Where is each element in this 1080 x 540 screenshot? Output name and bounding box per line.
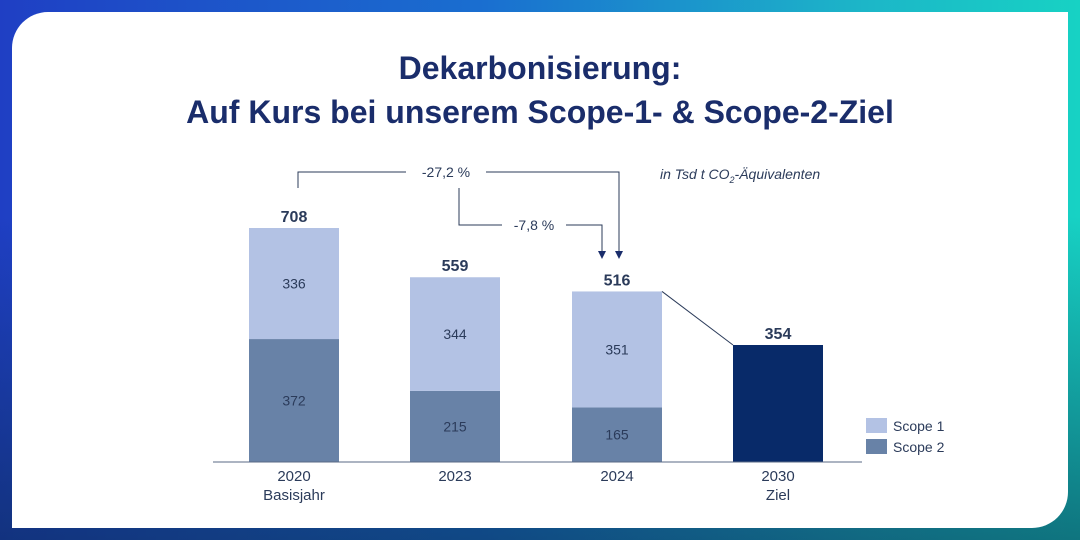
data-label-scope1-2023: 344 <box>443 326 467 342</box>
change-label-1: -7,8 % <box>514 217 554 233</box>
change-arrow-head-0 <box>615 251 623 259</box>
unit-note: in Tsd t CO2-Äquivalenten <box>660 166 820 185</box>
bar-scope2-2024 <box>572 407 662 462</box>
bar-scope1-2020 <box>249 228 339 340</box>
chart-card <box>12 12 1068 528</box>
legend-label-scope1: Scope 1 <box>893 418 945 434</box>
change-bracket-left-0 <box>297 171 406 188</box>
change-bracket-left-1 <box>458 188 502 226</box>
bar-scope1-2023 <box>410 277 500 391</box>
legend-swatch-scope2 <box>866 439 887 454</box>
legend-label-scope2: Scope 2 <box>893 439 945 455</box>
x-tick-sublabel-2030: Ziel <box>766 487 790 504</box>
total-label-2023: 559 <box>442 258 469 275</box>
data-label-scope2-2024: 165 <box>605 427 629 443</box>
total-label-2030: 354 <box>765 326 792 343</box>
legend-swatch-scope1 <box>866 418 887 433</box>
bar-scope2-2020 <box>249 339 339 462</box>
change-bracket-right-0 <box>486 171 620 254</box>
change-arrow-head-1 <box>598 251 606 259</box>
x-tick-label-2030: 2030 <box>761 468 794 485</box>
unit-note-suffix: -Äquivalenten <box>734 166 821 182</box>
x-tick-label-2024: 2024 <box>600 468 633 485</box>
bar-target-2030 <box>733 345 823 462</box>
change-label-0: -27,2 % <box>422 164 470 180</box>
bar-scope1-2024 <box>572 291 662 408</box>
total-label-2020: 708 <box>281 209 308 226</box>
bar-scope2-2023 <box>410 390 500 462</box>
data-label-scope2-2020: 372 <box>282 393 306 409</box>
title-line-2: Auf Kurs bei unserem Scope-1- & Scope-2-… <box>186 94 894 130</box>
trend-connector-line <box>661 291 734 346</box>
data-label-scope2-2023: 215 <box>443 418 467 434</box>
unit-note-subscript: 2 <box>729 174 735 185</box>
title-line-1: Dekarbonisierung: <box>398 50 682 86</box>
x-tick-label-2023: 2023 <box>438 468 471 485</box>
change-bracket-right-1 <box>566 224 603 254</box>
data-label-scope1-2024: 351 <box>605 341 629 357</box>
data-label-scope1-2020: 336 <box>282 276 306 292</box>
unit-note-prefix: in Tsd t CO <box>660 166 730 182</box>
x-tick-label-2020: 2020 <box>277 468 310 485</box>
total-label-2024: 516 <box>604 272 631 289</box>
x-tick-sublabel-2020: Basisjahr <box>263 487 325 504</box>
